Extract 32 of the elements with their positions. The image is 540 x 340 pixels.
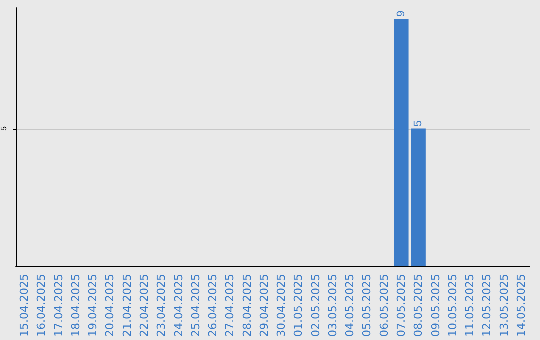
x-tick-label: 23.04.2025 bbox=[155, 274, 168, 338]
x-tick-label: 22.04.2025 bbox=[138, 274, 151, 338]
x-tick-label: 11.05.2025 bbox=[464, 274, 477, 338]
x-tick-label: 19.04.2025 bbox=[86, 274, 100, 338]
x-tick-label: 10.05.2025 bbox=[446, 274, 460, 338]
x-tick-label: 01.05.2025 bbox=[292, 274, 306, 338]
x-tick-label: 14.05.2025 bbox=[514, 274, 528, 338]
x-tick-label: 17.04.2025 bbox=[52, 274, 66, 338]
x-tick-label: 02.05.2025 bbox=[309, 274, 322, 338]
x-tick-label: 28.04.2025 bbox=[240, 274, 254, 338]
x-tick-label: 30.04.2025 bbox=[275, 274, 288, 338]
x-tick-label: 16.04.2025 bbox=[35, 274, 48, 338]
x-tick-label: 18.04.2025 bbox=[69, 274, 82, 338]
x-tick-label: 03.05.2025 bbox=[326, 274, 340, 338]
x-tick-label: 13.05.2025 bbox=[498, 274, 511, 338]
x-tick-label: 25.04.2025 bbox=[189, 274, 202, 338]
x-tick-label: 08.05.2025 bbox=[412, 274, 426, 338]
x-tick-label: 07.05.2025 bbox=[395, 274, 408, 338]
x-tick-label: 21.04.2025 bbox=[120, 274, 134, 338]
x-tick-label: 15.04.2025 bbox=[18, 274, 32, 338]
x-tick-label: 26.04.2025 bbox=[206, 274, 220, 338]
x-tick-label: 09.05.2025 bbox=[429, 274, 442, 338]
x-tick-label: 29.04.2025 bbox=[258, 274, 271, 338]
x-tick-label: 05.05.2025 bbox=[360, 274, 374, 338]
x-tick-label: 27.04.2025 bbox=[224, 274, 237, 338]
x-tick-label: 24.04.2025 bbox=[172, 274, 186, 338]
x-tick-label: 12.05.2025 bbox=[480, 274, 494, 338]
data-label: 9 bbox=[396, 10, 408, 17]
x-tick-label: 04.05.2025 bbox=[344, 274, 357, 338]
x-tick-label: 20.04.2025 bbox=[104, 274, 117, 338]
x-tick-label: 06.05.2025 bbox=[378, 274, 391, 338]
data-label: 5 bbox=[412, 120, 425, 127]
